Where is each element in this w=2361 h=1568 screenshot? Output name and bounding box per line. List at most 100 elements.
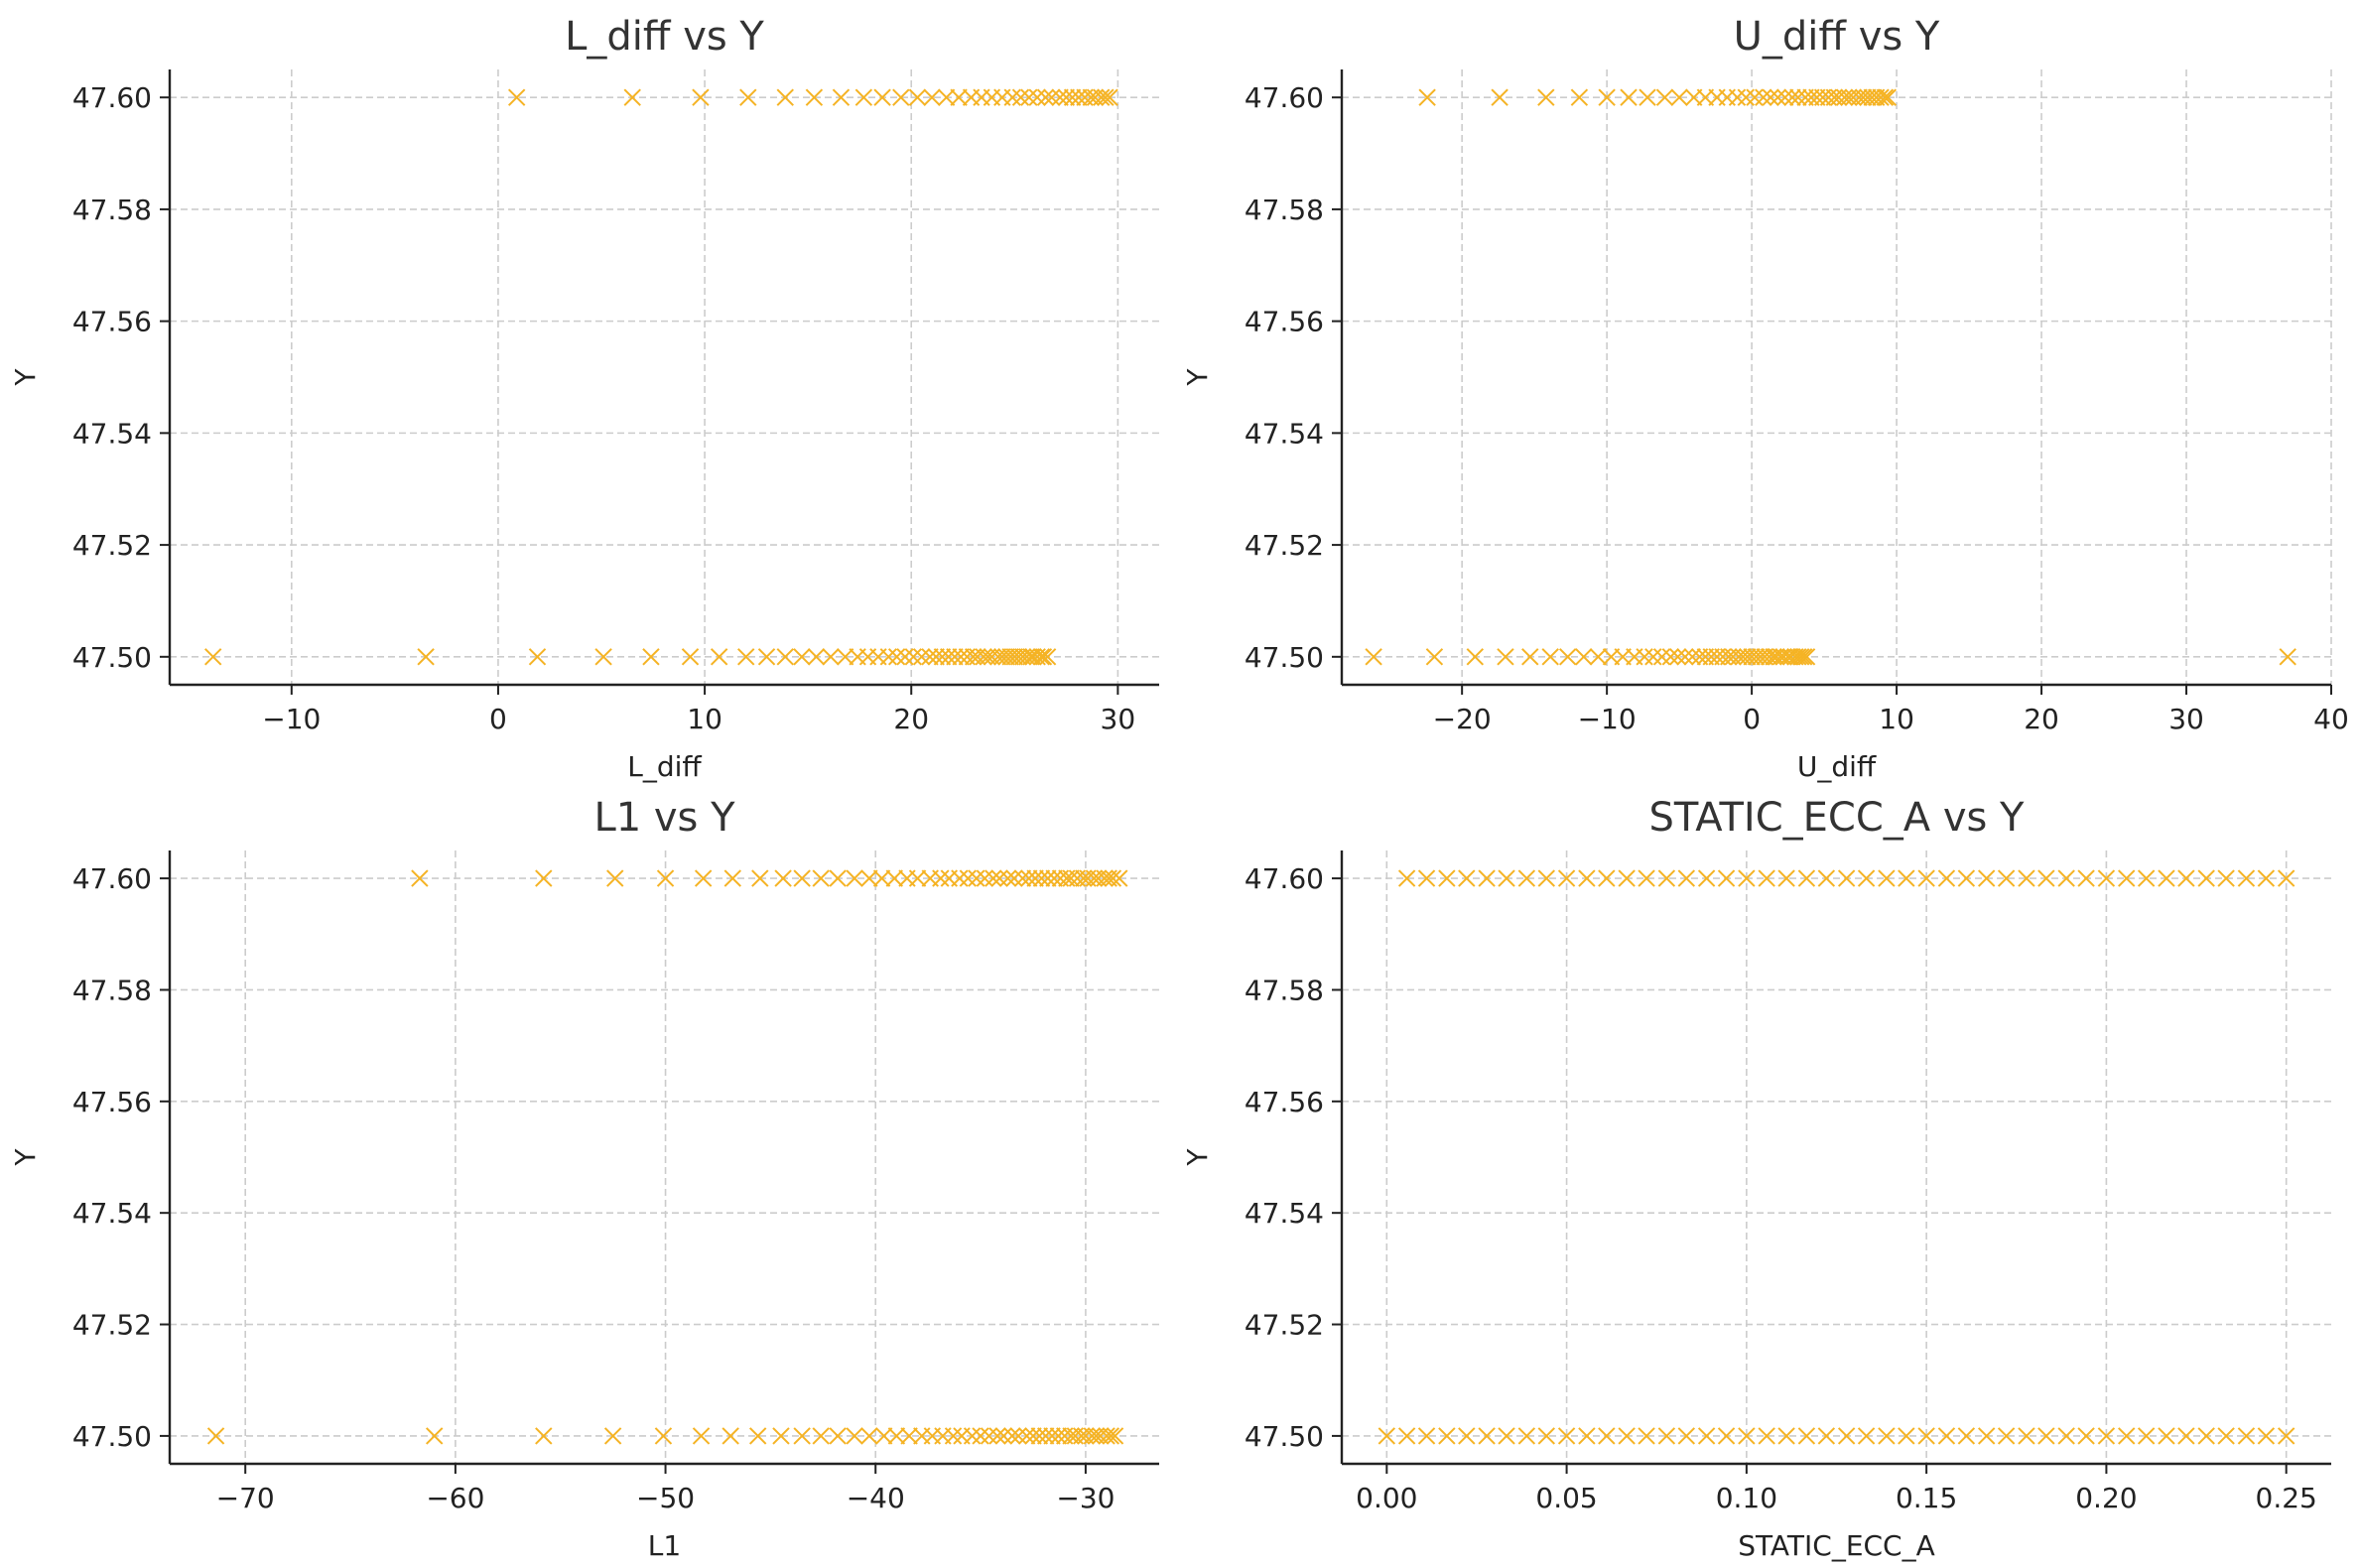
data-point-l1 [887,1427,906,1445]
data-point-u-diff [1752,648,1770,666]
data-point-static-ecc-a [1458,1427,1476,1445]
x-tick-label: 10 [1879,703,1914,735]
data-point-l-diff [793,648,811,666]
data-point-u-diff [1466,648,1485,666]
data-point-l-diff [204,648,222,666]
data-point-u-diff [2279,648,2296,666]
data-point-l-diff [1028,88,1046,106]
data-point-l-diff [528,648,547,666]
data-point-l-diff [908,88,927,106]
data-point-static-ecc-a [1557,869,1576,887]
y-tick-label: 47.50 [72,641,152,674]
data-point-static-ecc-a [1717,1427,1736,1445]
y-tick-label: 47.54 [1245,1197,1324,1230]
data-point-l-diff [937,88,956,106]
data-point-l1 [1062,869,1080,887]
data-point-l1 [1106,1427,1124,1445]
data-point-l-diff [879,648,898,666]
data-point-static-ecc-a [2158,869,2175,887]
data-point-static-ecc-a [1878,1427,1896,1445]
data-point-static-ecc-a [1677,869,1696,887]
data-point-l-diff [946,648,964,666]
x-tick-label: 0.20 [2075,1482,2137,1514]
data-point-u-diff [1644,648,1662,666]
data-point-u-diff [1728,88,1747,106]
chart-title: U_diff vs Y [1734,14,1940,60]
data-point-u-diff [1537,88,1555,106]
data-point-u-diff [1661,648,1680,666]
data-point-l1 [812,1427,830,1445]
data-point-l-diff [1063,88,1082,106]
data-point-static-ecc-a [2057,1427,2075,1445]
data-point-l1 [723,869,742,887]
data-point-static-ecc-a [2018,1427,2035,1445]
data-point-l-diff [1001,648,1019,666]
data-point-l-diff [975,648,992,666]
data-point-static-ecc-a [2277,1427,2295,1445]
data-point-l-diff [988,648,1007,666]
data-point-l-diff [1034,648,1053,666]
data-point-l-diff [1005,648,1024,666]
data-point-l-diff [892,88,910,106]
data-point-static-ecc-a [1777,869,1795,887]
data-point-l1 [932,869,950,887]
data-point-l1 [1096,869,1114,887]
data-point-l-diff [623,88,641,106]
x-tick-label: −10 [1578,703,1637,735]
data-point-static-ecc-a [1377,1427,1396,1445]
data-point-static-ecc-a [1578,869,1596,887]
data-point-l-diff [1009,648,1028,666]
data-point-l-diff [805,88,824,106]
data-point-static-ecc-a [1517,869,1536,887]
data-point-l-diff [887,648,906,666]
data-point-u-diff [1418,88,1436,106]
subplot-l-diff: −10 0 10 20 30 47.50 47.52 47.54 47.56 47.58 47.60… [9,14,1159,783]
x-axis-label: L1 [648,1529,681,1562]
data-point-static-ecc-a [2237,869,2256,887]
data-point-l1 [980,1427,998,1445]
data-point-l1 [426,1427,444,1445]
data-point-l1 [206,1427,225,1445]
data-point-static-ecc-a [2097,869,2116,887]
data-point-u-diff [1575,648,1593,666]
data-point-static-ecc-a [2037,1427,2055,1445]
data-point-u-diff [1683,648,1701,666]
data-point-u-diff [1746,88,1764,106]
data-point-l1 [1083,1427,1101,1445]
data-point-static-ecc-a [1517,1427,1536,1445]
data-point-static-ecc-a [2118,869,2136,887]
data-point-l1 [1102,1427,1120,1445]
data-point-u-diff [1783,88,1801,106]
data-point-static-ecc-a [1697,1427,1716,1445]
data-point-l-diff [1043,88,1061,106]
y-tick-label: 47.54 [72,417,152,450]
y-tick-label: 47.58 [1245,974,1324,1006]
data-point-l-diff [952,648,970,666]
data-point-static-ecc-a [1917,869,1935,887]
data-point-u-diff [1559,648,1577,666]
data-point-static-ecc-a [2018,869,2035,887]
data-point-l-diff [873,88,891,106]
data-point-l-diff [507,88,526,106]
data-point-l1 [972,1427,989,1445]
data-point-l-diff [417,648,435,666]
data-point-static-ecc-a [1537,869,1555,887]
data-point-l1 [829,869,847,887]
y-axis-label: Y [1181,1148,1214,1167]
data-point-static-ecc-a [1837,1427,1856,1445]
data-point-l1 [885,869,903,887]
data-point-static-ecc-a [1618,869,1636,887]
data-point-l1 [860,1427,878,1445]
data-point-l1 [774,869,792,887]
data-point-l-diff [904,648,923,666]
chart-title: L1 vs Y [593,795,735,841]
x-tick-label: −30 [1056,1482,1115,1514]
x-tick-label: 30 [2168,703,2204,735]
y-tick-label: 47.60 [1245,862,1324,895]
x-tick-label: 0.10 [1716,1482,1777,1514]
data-point-l1 [1009,1427,1027,1445]
data-point-l-diff [822,648,840,666]
data-point-l1 [793,1427,811,1445]
data-point-static-ecc-a [1937,869,1956,887]
data-point-l-diff [1093,88,1111,106]
